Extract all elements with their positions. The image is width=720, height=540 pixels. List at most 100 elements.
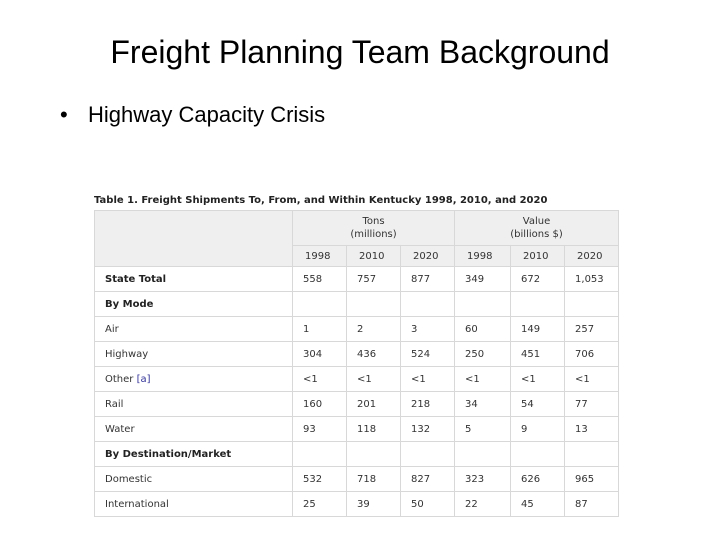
row-label: By Destination/Market [105,448,232,460]
table-cell: 877 [399,266,456,292]
bullet-text: Highway Capacity Crisis [88,102,326,127]
table-cell [399,441,456,467]
row-label: Rail [105,398,124,410]
table-row: Water 93 118 132 5 9 13 [94,416,620,442]
year-header: 1998 [454,245,512,267]
table-cell: 1,053 [564,266,620,292]
value-header: Value (billions $) [454,210,620,246]
table-cell: 39 [346,491,401,517]
table-cell: 827 [399,466,456,492]
tons-header: Tons (millions) [291,210,456,246]
tons-header-unit: (millions) [350,229,397,240]
table-cell: 93 [292,416,347,442]
row-label-cell: Highway [94,341,293,367]
row-label: Domestic [105,473,153,485]
row-label: Highway [105,348,149,360]
table-cell [292,291,347,317]
table-row: International 25 39 50 22 45 87 [94,491,620,517]
row-label: Air [105,323,119,335]
table-cell [399,291,456,317]
table-row: Other [a] <1 <1 <1 <1 <1 <1 [94,366,620,392]
row-label-cell: International [94,491,293,517]
table-cell [292,441,347,467]
table-cell: 304 [292,341,347,367]
table-cell: 965 [564,466,620,492]
row-label-cell: Water [94,416,293,442]
row-label-cell: Other [a] [94,366,293,392]
table-cell: 9 [510,416,566,442]
table-cell: 757 [346,266,401,292]
table-cell: 34 [454,391,512,417]
table-cell: 672 [510,266,566,292]
row-label-cell: Domestic [94,466,293,492]
row-label-cell: Rail [94,391,293,417]
table-cell [454,441,512,467]
year-header: 1998 [292,245,347,267]
slide-title: Freight Planning Team Background [110,34,610,70]
table-cell: <1 [399,366,456,392]
table-cell: <1 [454,366,512,392]
row-label: Other [105,373,134,385]
table-cell: 5 [454,416,512,442]
table-cell: 60 [454,316,512,342]
table-cell: <1 [346,366,401,392]
table-row: Highway 304 436 524 250 451 706 [94,341,620,367]
table-cell: 54 [510,391,566,417]
table-header-group-row: Tons (millions) Value (billions $) [94,210,620,267]
table-row: Domestic 532 718 827 323 626 965 [94,466,620,492]
table-cell: 323 [454,466,512,492]
table-cell: 25 [292,491,347,517]
table-cell: <1 [510,366,566,392]
year-header: 2010 [346,245,401,267]
table-cell: 451 [510,341,566,367]
table-cell [454,291,512,317]
table-cell: 149 [510,316,566,342]
table-cell: 250 [454,341,512,367]
table-cell [346,291,401,317]
tons-header-title: Tons [362,216,385,227]
table-cell: 257 [564,316,620,342]
footnote-link[interactable]: [a] [136,373,151,385]
table-header-blank [94,210,293,267]
table-cell: <1 [564,366,620,392]
value-header-title: Value [522,216,551,227]
row-label-cell: Air [94,316,293,342]
table-cell [564,441,620,467]
table-cell: 118 [346,416,401,442]
table-cell: 1 [292,316,347,342]
table-cell: 718 [346,466,401,492]
table-row: Air 1 2 3 60 149 257 [94,316,620,342]
year-header: 2020 [564,245,620,267]
row-label-cell: By Destination/Market [94,441,293,467]
table-cell: 558 [292,266,347,292]
bullet-item: • Highway Capacity Crisis [60,100,325,130]
table-cell: 22 [454,491,512,517]
table-cell: 349 [454,266,512,292]
table-cell: 2 [346,316,401,342]
table-cell [564,291,620,317]
table-cell [346,441,401,467]
table-cell: 201 [346,391,401,417]
freight-table-figure: Table 1. Freight Shipments To, From, and… [94,192,620,517]
row-label-cell: By Mode [94,291,293,317]
row-label: State Total [105,273,167,285]
table-cell: 218 [399,391,456,417]
table-cell: 13 [564,416,620,442]
table-cell: 626 [510,466,566,492]
table-cell: 3 [399,316,456,342]
table-row: Rail 160 201 218 34 54 77 [94,391,620,417]
table-cell: 160 [292,391,347,417]
table-row: State Total 558 757 877 349 672 1,053 [94,266,620,292]
table-caption: Table 1. Freight Shipments To, From, and… [94,195,548,206]
table-row: By Destination/Market [94,441,620,467]
row-label: Water [105,423,135,435]
year-header: 2020 [399,245,456,267]
table-cell [510,441,566,467]
bullet-icon: • [60,102,68,127]
table-cell: 50 [399,491,456,517]
table-cell: 532 [292,466,347,492]
row-label: By Mode [105,298,154,310]
year-header: 2010 [510,245,566,267]
row-label-cell: State Total [94,266,293,292]
table-cell: 87 [564,491,620,517]
